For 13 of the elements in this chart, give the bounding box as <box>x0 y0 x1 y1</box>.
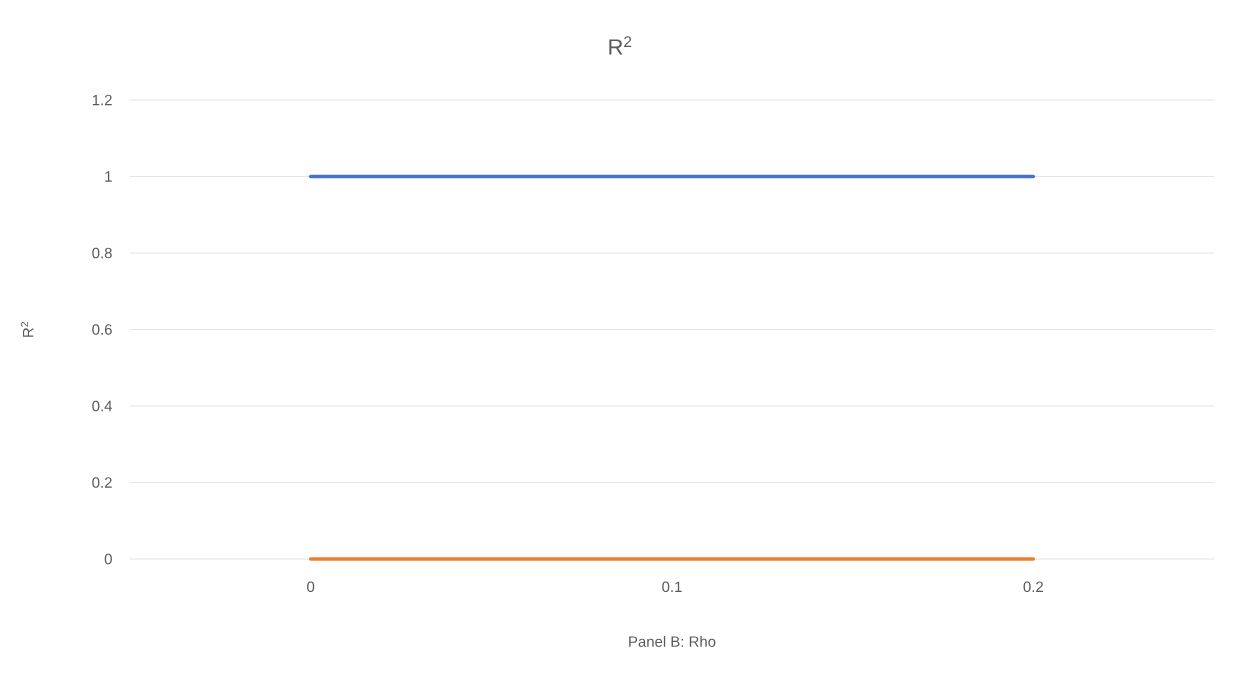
y-tick-label: 0.2 <box>92 477 112 488</box>
y-axis-title: R$^{2}$ <box>20 321 34 337</box>
chart-title: R$^{2}$ <box>609 36 632 55</box>
y-tick-label: 1.2 <box>92 94 112 106</box>
x-tick-label: 0 <box>307 581 315 593</box>
y-tick-label: 0 <box>104 553 112 565</box>
x-axis-title: Panel B: Rho <box>629 635 716 647</box>
x-tick-label: 0.2 <box>1023 581 1043 593</box>
y-tick-label: 0.4 <box>92 400 113 412</box>
y-tick-label: 0.6 <box>92 324 112 335</box>
y-tick-label: 0.8 <box>92 247 112 259</box>
y-tick-label: 1 <box>105 171 112 182</box>
x-tick-label: 0.1 <box>662 581 682 593</box>
